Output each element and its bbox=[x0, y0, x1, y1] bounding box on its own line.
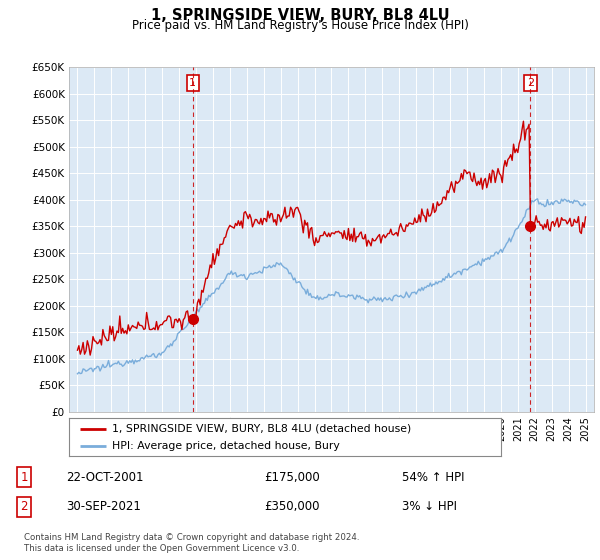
Text: 30-SEP-2021: 30-SEP-2021 bbox=[66, 500, 141, 514]
Text: Price paid vs. HM Land Registry's House Price Index (HPI): Price paid vs. HM Land Registry's House … bbox=[131, 19, 469, 32]
Text: 1, SPRINGSIDE VIEW, BURY, BL8 4LU (detached house): 1, SPRINGSIDE VIEW, BURY, BL8 4LU (detac… bbox=[112, 423, 412, 433]
Text: 2: 2 bbox=[20, 500, 28, 514]
Text: Contains HM Land Registry data © Crown copyright and database right 2024.
This d: Contains HM Land Registry data © Crown c… bbox=[24, 533, 359, 553]
Text: £350,000: £350,000 bbox=[264, 500, 320, 514]
Text: 54% ↑ HPI: 54% ↑ HPI bbox=[402, 470, 464, 484]
Text: 1, SPRINGSIDE VIEW, BURY, BL8 4LU: 1, SPRINGSIDE VIEW, BURY, BL8 4LU bbox=[151, 8, 449, 23]
Text: 1: 1 bbox=[189, 78, 196, 88]
Text: HPI: Average price, detached house, Bury: HPI: Average price, detached house, Bury bbox=[112, 441, 340, 451]
Text: 22-OCT-2001: 22-OCT-2001 bbox=[66, 470, 143, 484]
Text: 3% ↓ HPI: 3% ↓ HPI bbox=[402, 500, 457, 514]
Text: 1: 1 bbox=[20, 470, 28, 484]
Text: 2: 2 bbox=[527, 78, 534, 88]
Text: £175,000: £175,000 bbox=[264, 470, 320, 484]
